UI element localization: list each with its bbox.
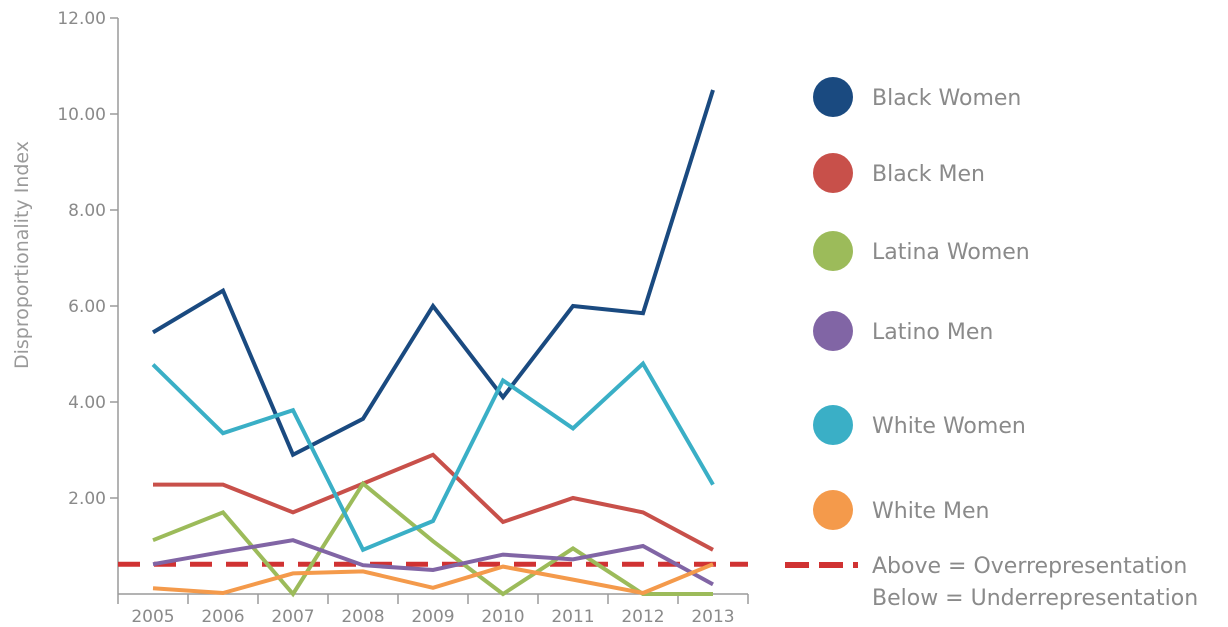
series-line-latina-women xyxy=(152,480,713,598)
series-line-black-men xyxy=(153,452,714,552)
x-tick-label: 2011 xyxy=(551,607,594,627)
x-tick-label: 2012 xyxy=(621,607,664,627)
legend-swatch xyxy=(813,231,853,271)
legend-reference-label-below: Below = Underrepresentation xyxy=(872,586,1198,611)
x-tick-label: 2008 xyxy=(341,607,384,627)
y-tick-label: 2.00 xyxy=(68,489,106,509)
series-line-white-men xyxy=(152,562,714,596)
series-line-latino-men xyxy=(152,538,714,587)
legend-item-white-women: White Women xyxy=(813,405,1026,445)
legend: Black Women Black Men Latina Women Latino M… xyxy=(785,77,1198,611)
series-lines xyxy=(151,89,715,598)
x-tick-label: 2010 xyxy=(481,607,524,627)
x-tick-label: 2009 xyxy=(411,607,454,627)
legend-label: White Men xyxy=(872,499,989,524)
y-tick-label: 8.00 xyxy=(68,201,106,221)
x-tick-label: 2007 xyxy=(271,607,314,627)
chart-axes: 2.00 4.00 6.00 8.00 10.00 12.00 2005 2006 2007 20… xyxy=(57,9,749,627)
x-tick-label: 2013 xyxy=(691,607,734,627)
y-tick-label: 4.00 xyxy=(68,393,106,413)
legend-swatch xyxy=(813,311,853,351)
legend-reference-label-above: Above = Overrepresentation xyxy=(872,554,1187,579)
legend-label: Black Men xyxy=(872,162,985,187)
legend-item-black-women: Black Women xyxy=(813,77,1021,117)
y-tick-label: 12.00 xyxy=(57,9,106,29)
series-line-black-women xyxy=(151,89,715,458)
legend-swatch xyxy=(813,77,853,117)
legend-swatch xyxy=(813,153,853,193)
x-tick-label: 2006 xyxy=(201,607,244,627)
legend-swatch xyxy=(813,490,853,530)
series-line-white-women xyxy=(151,360,715,553)
y-axis-label: Disproportionality Index xyxy=(11,141,33,369)
legend-label: Latino Men xyxy=(872,320,993,345)
legend-swatch xyxy=(813,405,853,445)
y-tick-label: 6.00 xyxy=(68,297,106,317)
x-tick-label: 2005 xyxy=(131,607,174,627)
legend-item-latino-men: Latino Men xyxy=(813,311,993,351)
y-tick-label: 10.00 xyxy=(57,105,106,125)
legend-item-latina-women: Latina Women xyxy=(813,231,1030,271)
legend-label: Latina Women xyxy=(872,240,1030,265)
legend-label: Black Women xyxy=(872,86,1021,111)
legend-item-white-men: White Men xyxy=(813,490,989,530)
legend-item-reference: Above = Overrepresentation Below = Underr… xyxy=(785,554,1198,611)
legend-item-black-men: Black Men xyxy=(813,153,985,193)
legend-label: White Women xyxy=(872,414,1026,439)
